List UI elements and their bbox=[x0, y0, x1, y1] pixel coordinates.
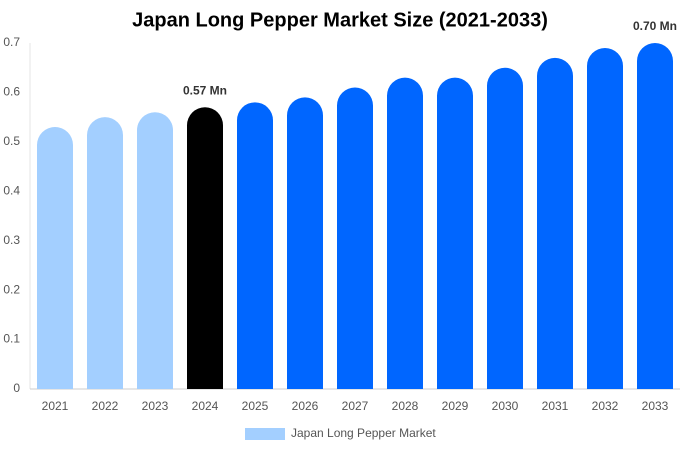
x-tick-label: 2026 bbox=[292, 399, 319, 413]
x-tick-label: 2033 bbox=[642, 399, 669, 413]
x-tick-label: 2021 bbox=[42, 399, 69, 413]
x-tick-label: 2032 bbox=[592, 399, 619, 413]
bar bbox=[187, 107, 223, 389]
x-tick-label: 2029 bbox=[442, 399, 469, 413]
bar bbox=[237, 102, 273, 390]
bar bbox=[137, 112, 173, 389]
y-tick-label: 0.1 bbox=[3, 332, 20, 346]
y-tick-label: 0.3 bbox=[3, 233, 20, 247]
bar bbox=[537, 57, 573, 389]
y-tick-label: 0.7 bbox=[3, 35, 20, 49]
x-tick-label: 2025 bbox=[242, 399, 269, 413]
data-label: 0.57 Mn bbox=[183, 83, 227, 97]
legend-label: Japan Long Pepper Market bbox=[291, 426, 436, 440]
x-tick-label: 2023 bbox=[142, 399, 169, 413]
bar bbox=[587, 47, 623, 389]
bar bbox=[487, 67, 523, 389]
x-tick-label: 2030 bbox=[492, 399, 519, 413]
x-tick-label: 2031 bbox=[542, 399, 569, 413]
chart-title: Japan Long Pepper Market Size (2021-2033… bbox=[132, 9, 548, 31]
x-tick-label: 2028 bbox=[392, 399, 419, 413]
bar bbox=[387, 77, 423, 389]
bar bbox=[637, 43, 673, 389]
data-label: 0.70 Mn bbox=[633, 19, 677, 33]
y-tick-label: 0.6 bbox=[3, 85, 20, 99]
y-tick-label: 0.4 bbox=[3, 183, 20, 197]
bar bbox=[337, 87, 373, 389]
bar bbox=[87, 117, 123, 389]
legend-swatch bbox=[245, 428, 285, 440]
bar bbox=[437, 77, 473, 389]
bar bbox=[37, 127, 73, 389]
bar bbox=[287, 97, 323, 389]
y-tick-label: 0 bbox=[13, 381, 20, 395]
y-tick-label: 0.5 bbox=[3, 134, 20, 148]
y-tick-label: 0.2 bbox=[3, 282, 20, 296]
x-tick-label: 2027 bbox=[342, 399, 369, 413]
x-tick-label: 2024 bbox=[192, 399, 219, 413]
x-tick-label: 2022 bbox=[92, 399, 119, 413]
